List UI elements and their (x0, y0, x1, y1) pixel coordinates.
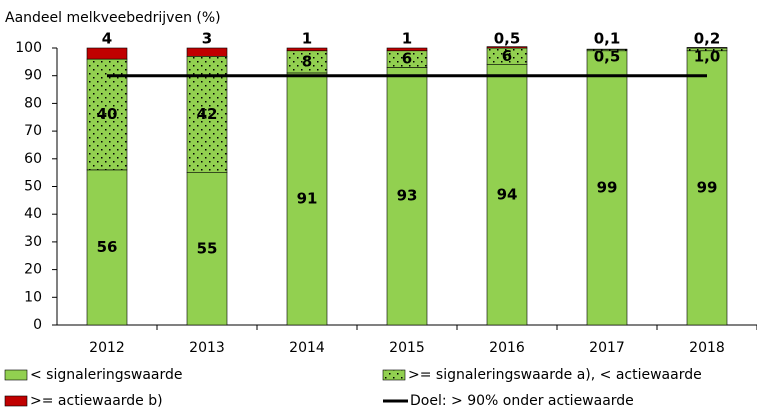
x-tick-label: 2014 (289, 340, 325, 356)
legend-swatch (4, 369, 28, 381)
y-tick-label: 60 (24, 151, 42, 167)
legend-label: >= actiewaarde b) (30, 393, 163, 409)
y-axis-title: Aandeel melkveebedrijven (%) (5, 10, 221, 26)
data-label: 1,0 (694, 48, 721, 66)
data-label: 4 (102, 30, 112, 48)
x-tick-label: 2015 (389, 340, 425, 356)
y-tick-label: 40 (24, 206, 42, 222)
legend-label: >= signaleringswaarde a), < actiewaarde (408, 367, 702, 383)
bar-segment (486, 64, 528, 326)
y-tick-label: 20 (24, 262, 42, 278)
bar-segment (286, 72, 328, 326)
data-label: 3 (202, 30, 212, 48)
y-tick-label: 100 (15, 40, 42, 56)
data-label: 56 (97, 238, 118, 256)
bar-segment (386, 67, 428, 326)
y-tick-label: 10 (24, 289, 42, 305)
y-tick-label: 80 (24, 95, 42, 111)
data-label: 1 (402, 30, 412, 48)
bar-segment (686, 50, 728, 326)
bar-segment (686, 47, 728, 49)
bar-segment (586, 50, 628, 326)
data-label: 55 (197, 239, 218, 257)
bar-segment (86, 47, 128, 60)
legend-label: Doel: > 90% onder actiewaarde (410, 393, 634, 409)
y-tick-label: 90 (24, 68, 42, 84)
x-tick-label: 2017 (589, 340, 625, 356)
data-label: 99 (597, 178, 618, 196)
data-label: 94 (497, 185, 518, 203)
data-label: 6 (502, 47, 512, 65)
data-label: 0,2 (694, 30, 721, 48)
bar-segment (186, 172, 228, 326)
data-label: 93 (397, 187, 418, 205)
data-label: 0,1 (594, 30, 621, 48)
data-label: 8 (302, 52, 312, 70)
legend-swatch (382, 369, 406, 381)
bar-segment (86, 58, 128, 171)
data-label: 0,5 (594, 48, 621, 66)
x-tick-label: 2013 (189, 340, 225, 356)
x-tick-label: 2018 (689, 340, 725, 356)
data-label: 42 (197, 105, 218, 123)
legend-swatch (4, 395, 28, 407)
data-label: 6 (402, 50, 412, 68)
y-tick-label: 50 (24, 179, 42, 195)
data-label: 99 (697, 178, 718, 196)
y-tick-label: 0 (33, 317, 42, 333)
legend-label: < signaleringswaarde (30, 367, 183, 383)
x-tick-label: 2016 (489, 340, 525, 356)
bar-segment (186, 47, 228, 57)
bar-segment (386, 47, 428, 52)
x-tick-label: 2012 (89, 340, 125, 356)
data-label: 0,5 (494, 30, 521, 48)
bar-segment (286, 47, 328, 52)
data-label: 1 (302, 30, 312, 48)
data-label: 91 (297, 189, 318, 207)
y-tick-label: 70 (24, 123, 42, 139)
y-tick-label: 30 (24, 234, 42, 250)
bar-segment (86, 169, 128, 326)
bar-segment (486, 46, 528, 49)
data-label: 40 (97, 105, 118, 123)
